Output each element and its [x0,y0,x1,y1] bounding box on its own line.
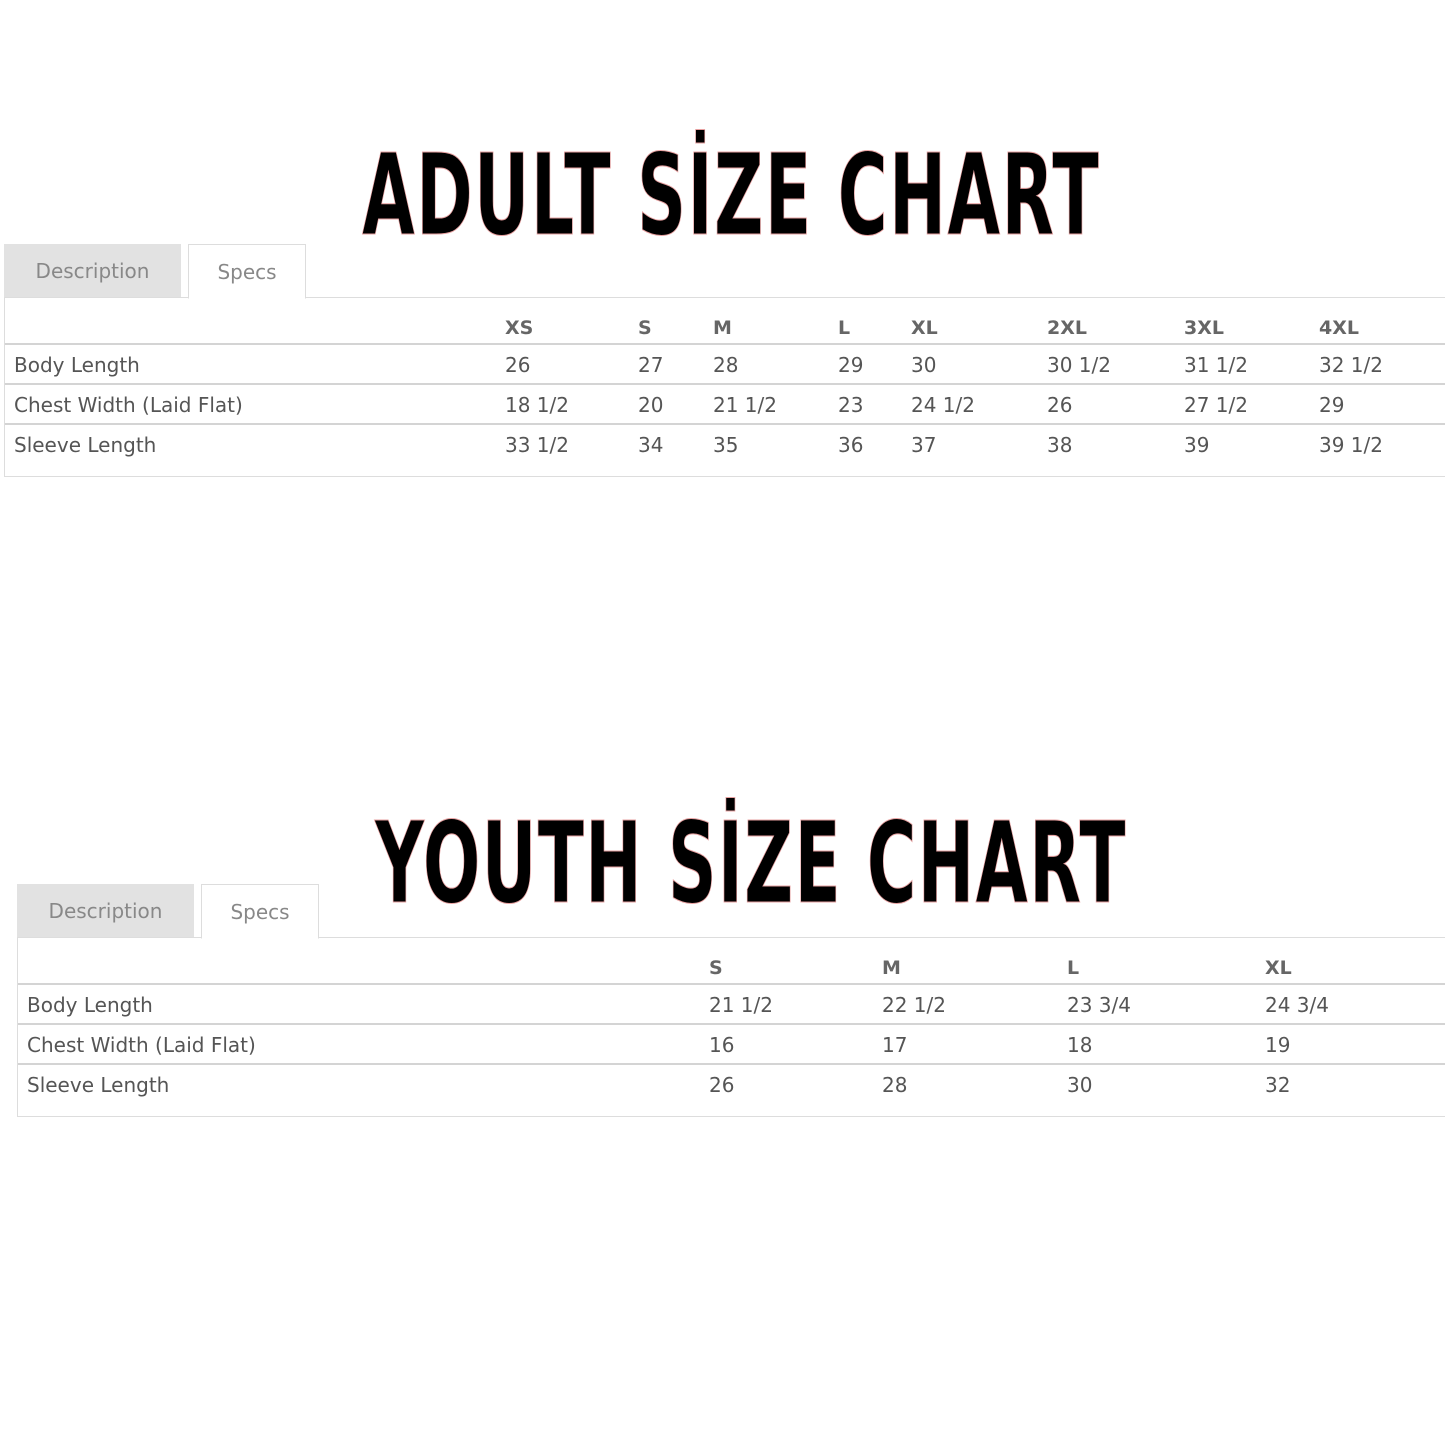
table-cell: 20 [638,393,664,417]
adult-specs-table: XS S M L XL 2XL 3XL 4XL Body Length 26 27 28 29 30 30 … [4,297,1445,477]
table-cell: 23 3/4 [1067,993,1131,1017]
table-cell: 37 [911,433,937,457]
adult-size-chart-title: ADULT SİZE CHART [362,131,1101,261]
table-cell: 19 [1265,1033,1291,1057]
table-cell: 18 [1067,1033,1093,1057]
column-header: L [838,317,851,339]
table-cell: 23 [838,393,864,417]
table-row: Chest Width (Laid Flat) 18 1/2 20 21 1/2 23 2… [5,383,1445,425]
tab-description[interactable]: Description [17,884,194,937]
table-cell: 24 3/4 [1265,993,1329,1017]
column-header: 3XL [1184,317,1224,339]
table-cell: 21 1/2 [713,393,777,417]
table-cell: 26 [709,1073,735,1097]
youth-specs-table: S M L XL Body Length 21 1/2 22 1/2 23 3/4 24 3/4… [17,937,1445,1117]
table-cell: 31 1/2 [1184,353,1248,377]
column-header: L [1067,957,1080,979]
table-cell: 30 [911,353,937,377]
column-header: M [713,317,732,339]
column-header: XL [1265,957,1292,979]
header-row: S M L XL [18,948,1445,988]
table-row: Sleeve Length 33 1/2 34 35 36 37 38 39 39 1/2 [5,423,1445,465]
table-cell: 17 [882,1033,908,1057]
row-label: Body Length [27,993,153,1017]
table-cell: 38 [1047,433,1073,457]
table-cell: 21 1/2 [709,993,773,1017]
table-cell: 33 1/2 [505,433,569,457]
table-cell: 27 [638,353,664,377]
header-row: XS S M L XL 2XL 3XL 4XL [5,308,1445,348]
tab-specs[interactable]: Specs [201,884,319,939]
row-label: Chest Width (Laid Flat) [27,1033,256,1057]
table-cell: 32 [1265,1073,1291,1097]
row-label: Chest Width (Laid Flat) [14,393,243,417]
tab-specs[interactable]: Specs [188,244,306,299]
column-header: 4XL [1319,317,1359,339]
table-cell: 28 [713,353,739,377]
row-label: Sleeve Length [14,433,157,457]
table-cell: 24 1/2 [911,393,975,417]
table-cell: 34 [638,433,664,457]
column-header: M [882,957,901,979]
column-header: XL [911,317,938,339]
column-header: 2XL [1047,317,1087,339]
table-cell: 29 [838,353,864,377]
table-cell: 28 [882,1073,908,1097]
column-header: S [638,317,652,339]
table-cell: 32 1/2 [1319,353,1383,377]
column-header: XS [505,317,534,339]
table-row: Body Length 21 1/2 22 1/2 23 3/4 24 3/4 [18,983,1445,1025]
table-cell: 30 1/2 [1047,353,1111,377]
table-cell: 27 1/2 [1184,393,1248,417]
table-cell: 26 [1047,393,1073,417]
column-header: S [709,957,723,979]
table-cell: 16 [709,1033,735,1057]
row-label: Body Length [14,353,140,377]
table-cell: 26 [505,353,531,377]
row-label: Sleeve Length [27,1073,170,1097]
youth-size-chart-title: YOUTH SİZE CHART [375,799,1127,929]
table-cell: 39 1/2 [1319,433,1383,457]
table-cell: 29 [1319,393,1345,417]
table-cell: 18 1/2 [505,393,569,417]
table-cell: 30 [1067,1073,1093,1097]
table-cell: 22 1/2 [882,993,946,1017]
table-cell: 36 [838,433,864,457]
tab-description[interactable]: Description [4,244,181,297]
table-cell: 35 [713,433,739,457]
table-row: Chest Width (Laid Flat) 16 17 18 19 [18,1023,1445,1065]
table-cell: 39 [1184,433,1210,457]
table-row: Body Length 26 27 28 29 30 30 1/2 31 1/2 32 1/2 [5,343,1445,385]
table-row: Sleeve Length 26 28 30 32 [18,1063,1445,1105]
